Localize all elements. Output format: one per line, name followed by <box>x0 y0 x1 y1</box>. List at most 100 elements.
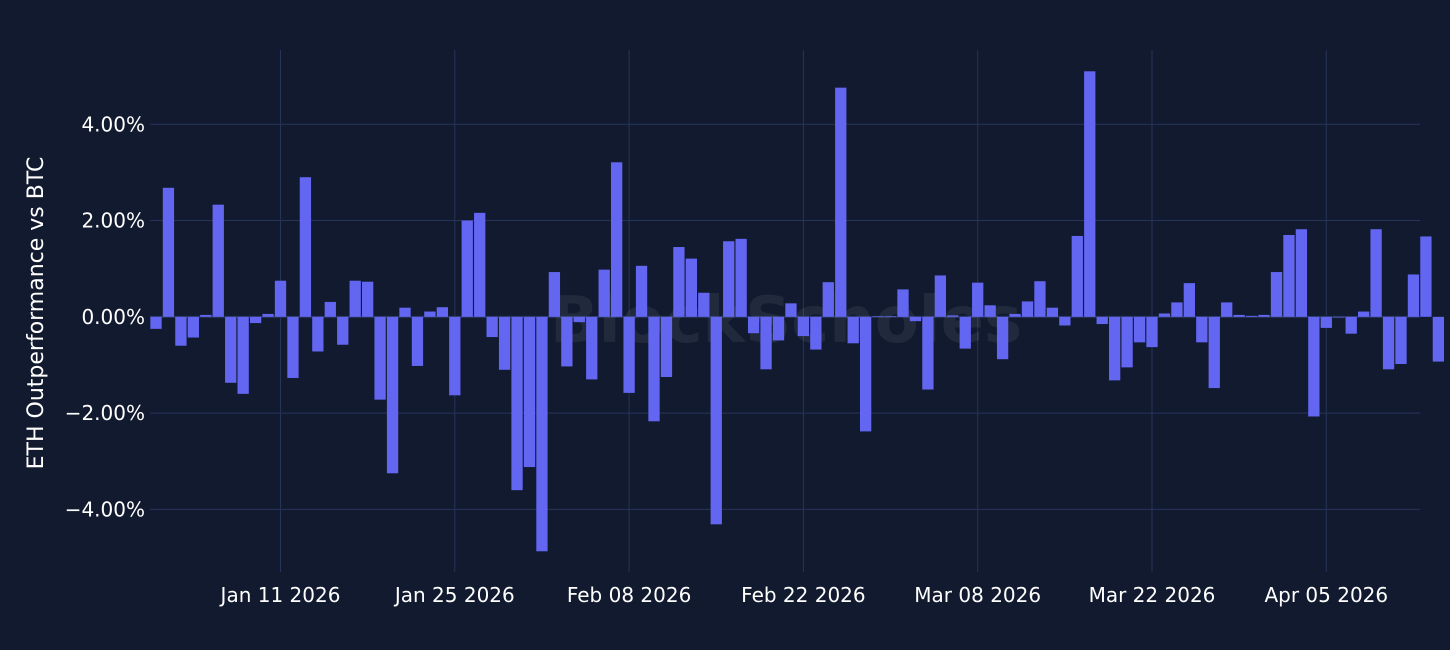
bar <box>1084 71 1096 317</box>
x-tick-label: Jan 11 2026 <box>219 583 341 607</box>
bar <box>324 301 336 317</box>
bar <box>498 316 511 370</box>
bar <box>237 316 249 394</box>
bar <box>847 316 859 344</box>
bar <box>822 282 834 317</box>
bar <box>362 281 374 317</box>
y-tick-label: 2.00% <box>81 209 145 233</box>
bar <box>150 316 162 329</box>
bar <box>1221 302 1233 317</box>
bar <box>586 316 598 380</box>
x-tick-label: Mar 08 2026 <box>914 583 1041 607</box>
bar <box>1283 234 1295 317</box>
bar <box>225 316 237 383</box>
bar <box>934 275 946 317</box>
bar <box>386 316 399 474</box>
bar <box>561 316 573 367</box>
bar <box>1345 316 1357 334</box>
bar <box>486 316 498 338</box>
bar <box>1382 316 1395 370</box>
y-tick-label: −2.00% <box>65 401 145 425</box>
bar <box>648 316 660 422</box>
bar <box>1233 314 1245 317</box>
bar <box>959 316 971 349</box>
bar <box>1196 316 1208 343</box>
bar <box>1146 316 1158 348</box>
bar <box>835 87 847 317</box>
bar <box>573 316 585 323</box>
bar <box>1308 316 1320 417</box>
bar <box>860 316 872 432</box>
bar <box>249 316 262 324</box>
bars <box>150 71 1444 552</box>
bar <box>884 316 897 317</box>
bar <box>449 316 461 396</box>
bar <box>523 316 536 468</box>
bar <box>187 316 199 338</box>
x-axis-ticks: Jan 11 2026 Jan 25 2026 Feb 08 2026 Feb 22 … <box>219 583 1389 607</box>
bar <box>1121 316 1133 368</box>
x-tick-label: Mar 22 2026 <box>1089 583 1216 607</box>
y-axis-title: ETH Outperformance vs BTC <box>24 157 49 470</box>
bar <box>1183 283 1195 317</box>
bar <box>312 316 324 352</box>
bar <box>1270 272 1283 317</box>
bar <box>685 258 697 317</box>
bar <box>1034 281 1046 317</box>
bar <box>1370 229 1382 317</box>
bar <box>922 316 934 390</box>
bar <box>424 311 436 317</box>
bar <box>598 269 610 317</box>
bar <box>872 316 884 317</box>
bar <box>374 316 386 400</box>
bar <box>710 316 722 525</box>
bar <box>810 316 822 350</box>
bar <box>548 272 561 317</box>
bar <box>461 220 473 317</box>
bar <box>212 204 224 317</box>
bar <box>947 315 959 317</box>
bar <box>1432 316 1444 362</box>
bar <box>1096 316 1108 325</box>
bar <box>1133 316 1146 343</box>
bar <box>511 316 523 491</box>
bar <box>200 314 212 317</box>
bar <box>723 241 735 317</box>
bar <box>274 280 287 317</box>
bar <box>996 316 1009 360</box>
bar <box>1258 314 1270 317</box>
bar <box>1071 235 1083 317</box>
x-tick-label: Jan 25 2026 <box>393 583 515 607</box>
bar <box>1059 316 1071 326</box>
bar <box>698 292 710 317</box>
bar <box>611 162 623 317</box>
x-tick-label: Feb 08 2026 <box>567 583 691 607</box>
bar <box>1420 236 1432 317</box>
bar <box>1021 301 1034 317</box>
bar <box>1395 316 1407 365</box>
bar <box>772 316 785 341</box>
bar <box>436 307 448 317</box>
bar <box>735 238 747 317</box>
bar <box>1158 313 1171 317</box>
bar <box>1320 316 1332 328</box>
bar <box>797 316 810 337</box>
bar <box>162 187 175 317</box>
bar <box>909 316 922 322</box>
bar <box>474 212 486 317</box>
bar <box>262 313 274 317</box>
bar <box>1358 311 1370 317</box>
bar <box>399 307 411 317</box>
bar <box>349 280 361 317</box>
bar <box>673 247 685 317</box>
bar <box>1109 316 1121 381</box>
bar <box>1407 274 1420 317</box>
bar <box>1333 316 1345 318</box>
bar <box>337 316 349 345</box>
y-tick-label: −4.00% <box>65 497 145 521</box>
bar <box>1046 307 1059 317</box>
bar <box>635 265 648 317</box>
bar <box>1009 313 1021 317</box>
bar <box>785 303 797 317</box>
